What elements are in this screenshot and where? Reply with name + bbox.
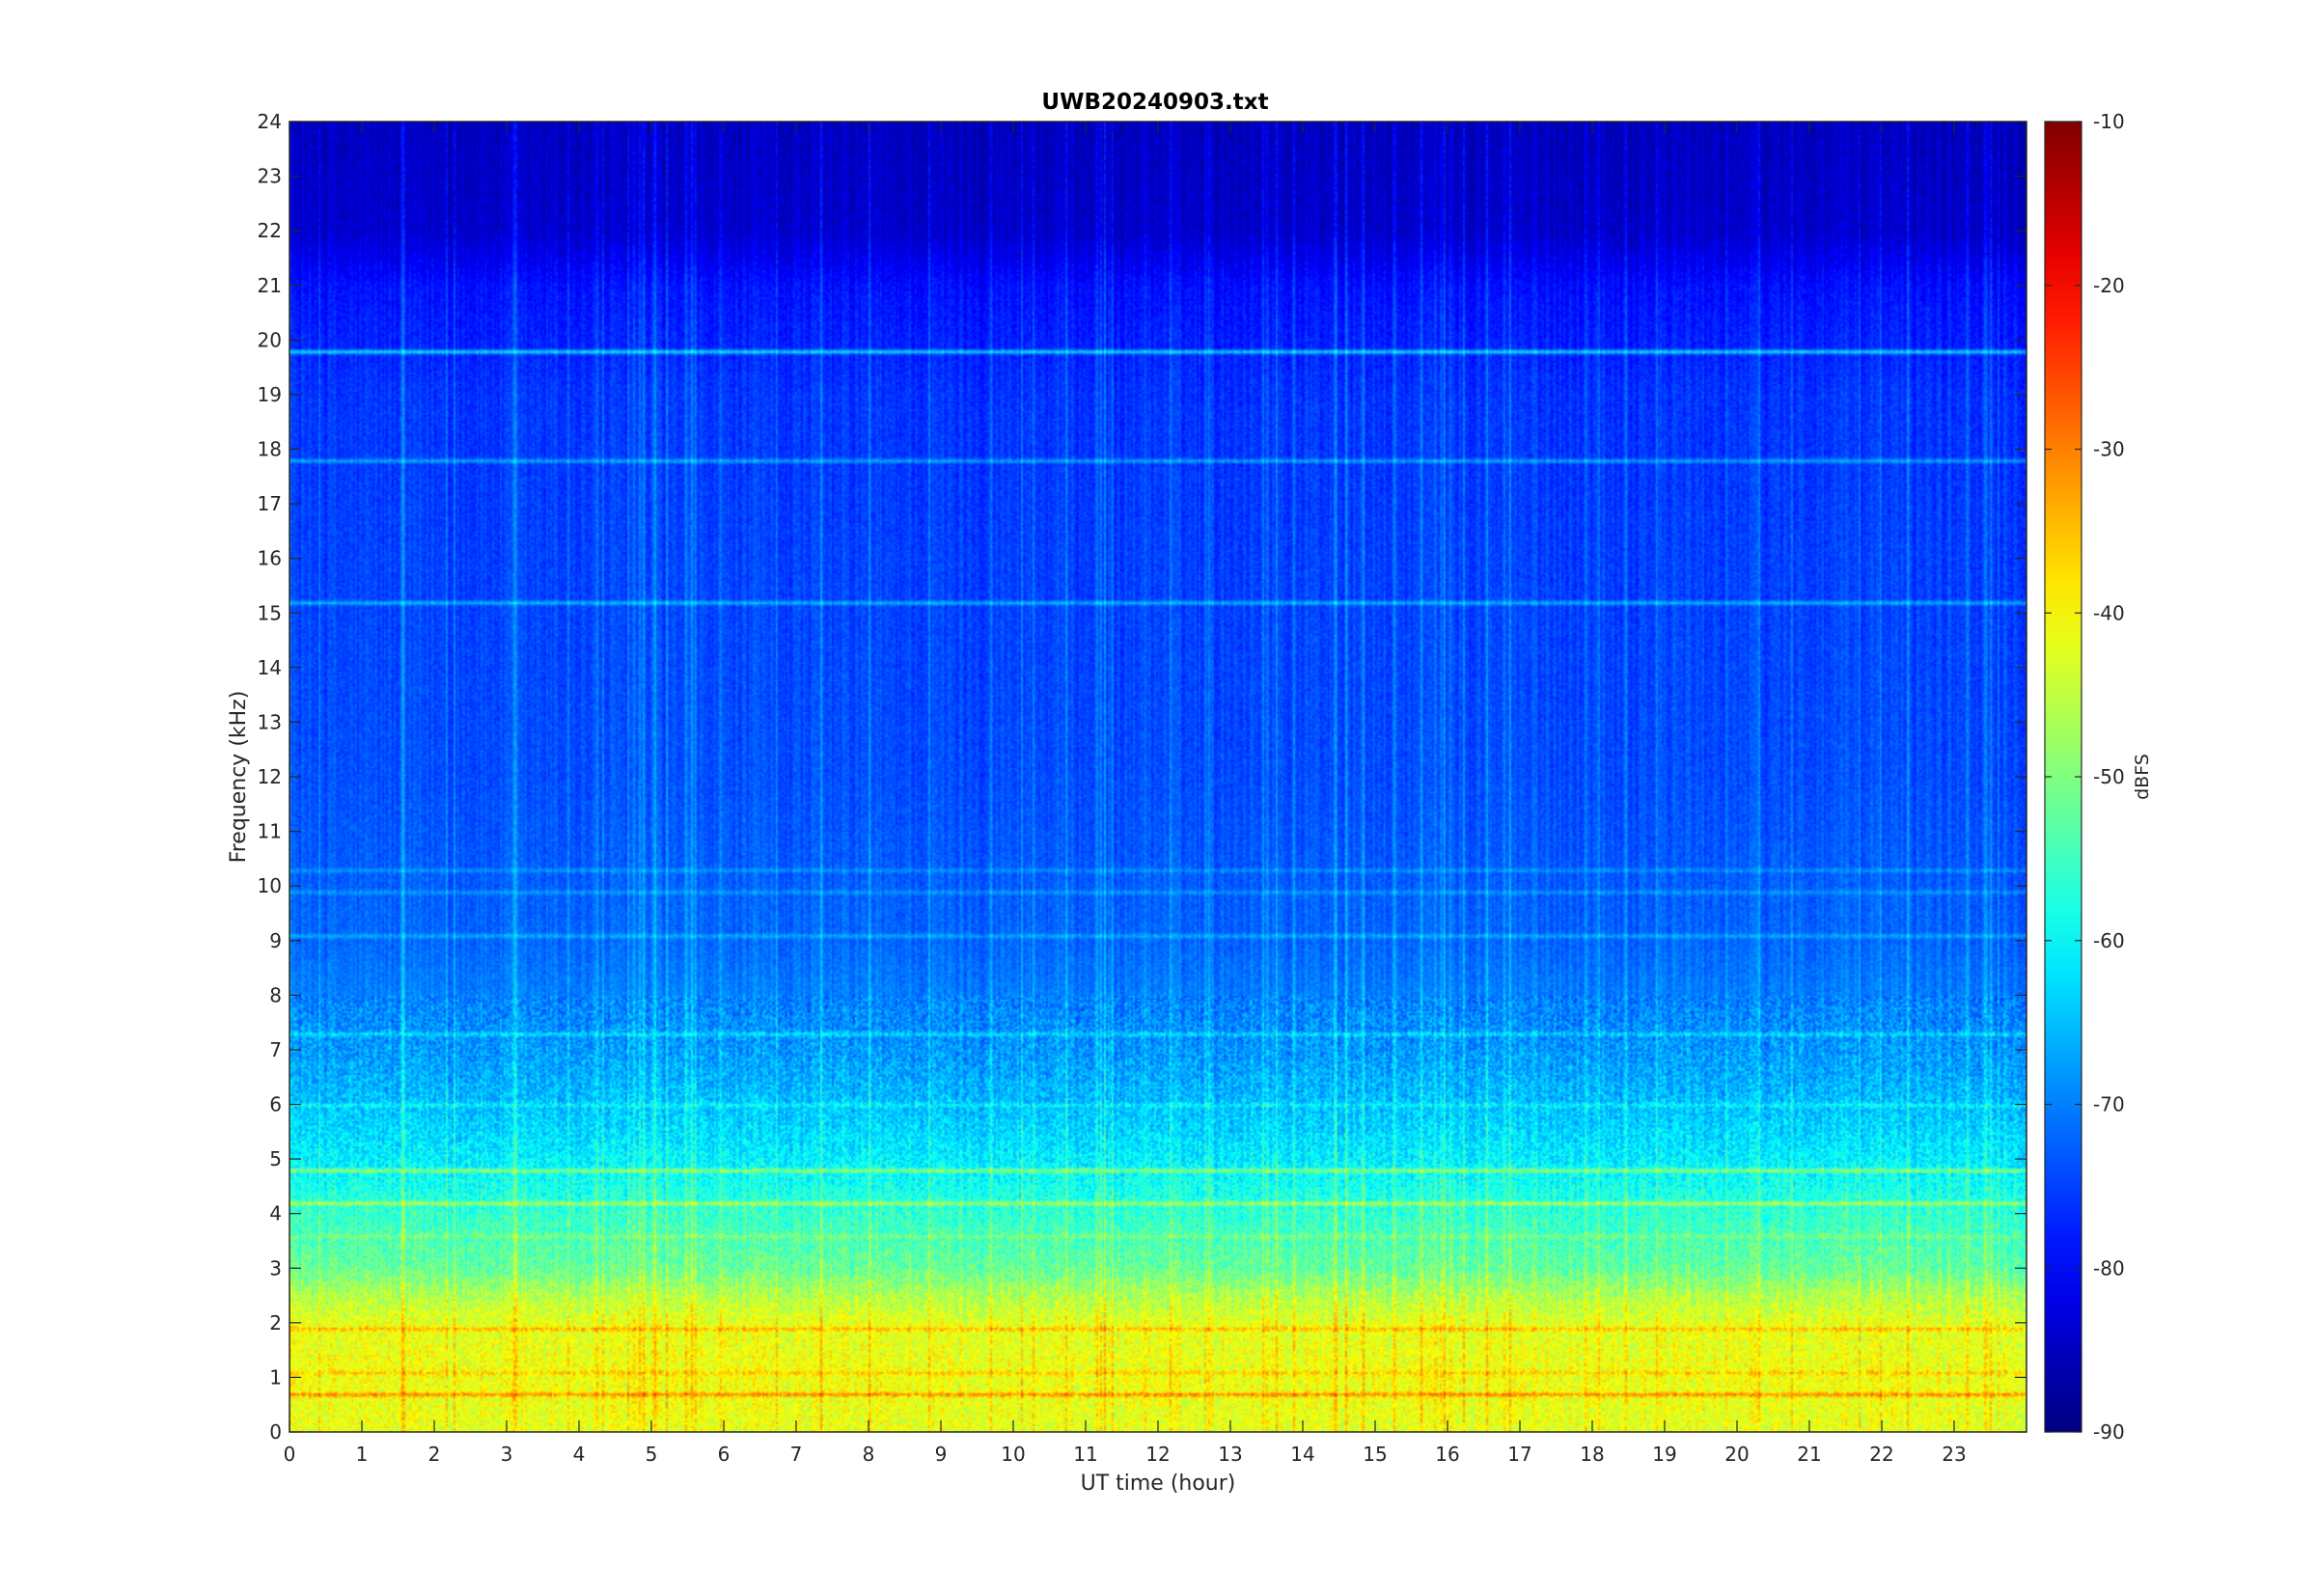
x-tick-label: 14 <box>1290 1443 1314 1466</box>
x-tick-label: 9 <box>935 1443 948 1466</box>
x-tick-label: 8 <box>863 1443 875 1466</box>
x-tick-label: 10 <box>1001 1443 1025 1466</box>
y-tick-label: 1 <box>269 1365 282 1389</box>
y-axis-label: Frequency (kHz) <box>227 691 251 864</box>
x-tick-label: 2 <box>428 1443 441 1466</box>
colorbar-tick-label: -10 <box>2093 110 2125 133</box>
x-tick-label: 5 <box>646 1443 658 1466</box>
y-tick-label: 16 <box>258 547 282 570</box>
y-tick-label: 3 <box>269 1256 282 1280</box>
y-tick-label: 15 <box>258 601 282 624</box>
x-tick-label: 17 <box>1507 1443 1531 1466</box>
colorbar-tick-label: -80 <box>2093 1256 2125 1280</box>
x-tick-label: 11 <box>1073 1443 1097 1466</box>
y-tick-label: 12 <box>258 765 282 788</box>
x-tick-label: 13 <box>1218 1443 1242 1466</box>
colorbar-tick-label: -70 <box>2093 1093 2125 1116</box>
y-tick-label: 10 <box>258 874 282 897</box>
x-tick-label: 19 <box>1652 1443 1676 1466</box>
x-tick-label: 12 <box>1145 1443 1170 1466</box>
y-tick-label: 7 <box>269 1038 282 1061</box>
y-tick-label: 0 <box>269 1420 282 1444</box>
x-tick-label: 23 <box>1942 1443 1966 1466</box>
y-tick-label: 6 <box>269 1093 282 1116</box>
y-tick-label: 19 <box>258 383 282 406</box>
y-tick-label: 18 <box>258 438 282 461</box>
x-tick-label: 22 <box>1869 1443 1893 1466</box>
x-tick-label: 6 <box>718 1443 731 1466</box>
y-tick-label: 20 <box>258 328 282 351</box>
x-tick-label: 18 <box>1580 1443 1604 1466</box>
y-tick-label: 13 <box>258 710 282 733</box>
colorbar-tick-label: -20 <box>2093 274 2125 297</box>
x-axis-ticks: 0 1 2 3 4 5 6 7 8 9 10 11 12 13 14 15 16 17 18 19 20 21 22 23 <box>284 122 1967 1466</box>
y-tick-label: 5 <box>269 1147 282 1170</box>
colorbar-tick-label: -50 <box>2093 765 2125 788</box>
colorbar-tick-label: -30 <box>2093 438 2125 461</box>
colorbar-tick-label: -60 <box>2093 929 2125 952</box>
colorbar-tick-label: -40 <box>2093 601 2125 624</box>
y-tick-label: 17 <box>258 492 282 515</box>
colorbar-ticks: -10 -20 -30 -40 -50 -60 -70 -80 -90 <box>2045 110 2125 1444</box>
y-tick-label: 4 <box>269 1202 282 1225</box>
x-tick-label: 20 <box>1724 1443 1749 1466</box>
x-tick-label: 4 <box>573 1443 586 1466</box>
y-tick-label: 11 <box>258 820 282 843</box>
x-tick-label: 0 <box>284 1443 296 1466</box>
y-tick-label: 21 <box>258 274 282 297</box>
spectrogram-plot-area <box>290 122 2026 1432</box>
x-axis-label: UT time (hour) <box>1081 1472 1236 1496</box>
y-tick-label: 8 <box>269 983 282 1006</box>
colorbar-tick-label: -90 <box>2093 1420 2125 1444</box>
chart-title: UWB20240903.txt <box>1041 90 1268 115</box>
x-tick-label: 1 <box>356 1443 369 1466</box>
y-tick-label: 9 <box>269 929 282 952</box>
x-tick-label: 15 <box>1363 1443 1387 1466</box>
y-tick-label: 23 <box>258 165 282 188</box>
y-tick-label: 14 <box>258 656 282 679</box>
x-tick-label: 21 <box>1797 1443 1821 1466</box>
y-tick-label: 2 <box>269 1311 282 1335</box>
x-tick-label: 3 <box>501 1443 513 1466</box>
y-tick-label: 22 <box>258 219 282 242</box>
colorbar-label: dBFS <box>2132 754 2153 800</box>
x-tick-label: 7 <box>790 1443 803 1466</box>
y-tick-label: 24 <box>258 110 282 133</box>
x-tick-label: 16 <box>1435 1443 1459 1466</box>
